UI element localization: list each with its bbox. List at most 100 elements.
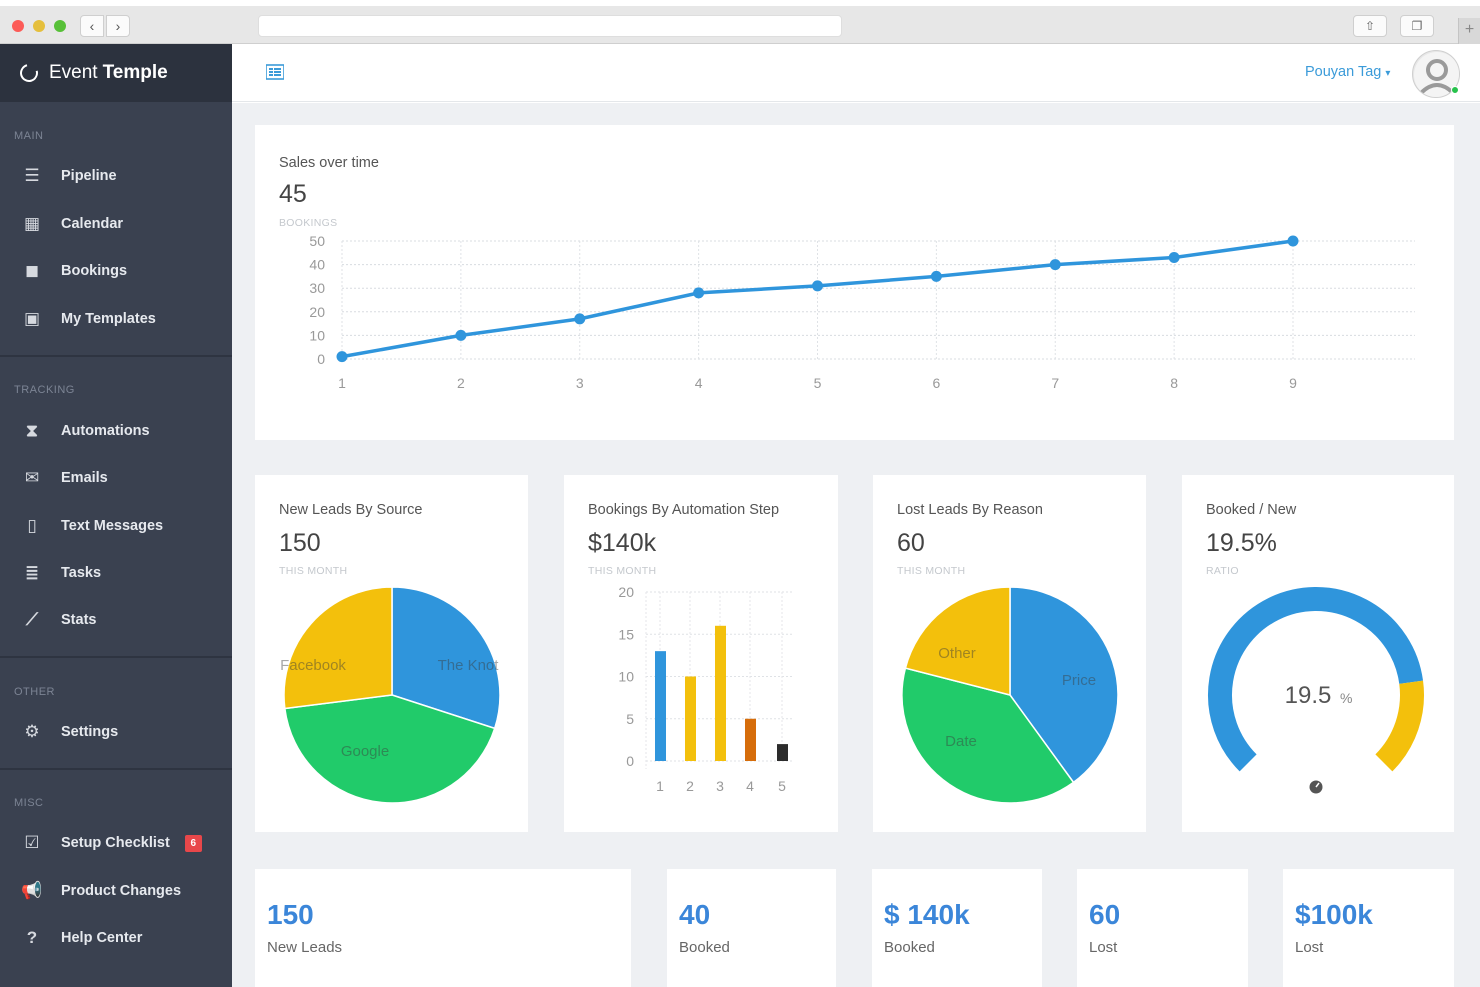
- address-bar[interactable]: [258, 15, 842, 37]
- sidebar-item-settings[interactable]: ⚙ Settings: [0, 711, 232, 753]
- pie-slice: [391, 586, 501, 730]
- count-badge: 6: [184, 834, 202, 852]
- stat-label: New Leads: [267, 939, 343, 956]
- gauge-value-arc: [1375, 680, 1424, 772]
- y-tick-label: 0: [626, 753, 634, 769]
- x-tick-label: 7: [1051, 375, 1059, 391]
- bar: [715, 625, 726, 761]
- back-button[interactable]: ‹: [80, 15, 104, 37]
- lost-leads-by-reason-card: Lost Leads By Reason 60 THIS MONTH Price…: [873, 475, 1146, 832]
- sidebar-item-label: Help Center: [61, 930, 143, 946]
- leads-source-pie-chart: The Knot Google Facebook: [280, 586, 501, 804]
- tabs-button[interactable]: ❐: [1400, 15, 1434, 37]
- megaphone-icon: 📢: [21, 881, 43, 900]
- y-tick-label: 10: [309, 327, 325, 343]
- sidebar-item-text-messages[interactable]: ▯ Text Messages: [0, 505, 232, 547]
- user-menu[interactable]: Pouyan Tag ▾: [1305, 64, 1390, 80]
- pie-label: The Knot: [438, 657, 500, 674]
- x-tick-label: 1: [338, 375, 346, 391]
- zoom-window-button[interactable]: [54, 20, 66, 32]
- sidebar-item-label: Emails: [61, 470, 108, 486]
- envelope-icon: ✉: [24, 468, 40, 487]
- stat-card: $ 140k Booked: [872, 869, 1042, 987]
- sidebar-item-help-center[interactable]: ? Help Center: [0, 917, 232, 959]
- menu-toggle-icon[interactable]: [266, 64, 284, 80]
- sidebar-item-setup-checklist[interactable]: ☑ Setup Checklist 6: [0, 822, 232, 864]
- sidebar-item-label: Text Messages: [61, 518, 164, 534]
- y-tick-label: 30: [309, 280, 325, 296]
- stats-icon: ⟋: [26, 610, 38, 629]
- x-tick-label: 1: [656, 778, 664, 794]
- gauge-label: 19.5: [1285, 682, 1332, 709]
- data-point: [1049, 259, 1061, 271]
- sidebar-item-label: Settings: [61, 724, 119, 740]
- stat-label: Booked: [679, 939, 730, 956]
- gauge-track-arc: [1208, 587, 1424, 772]
- sidebar-item-label: Calendar: [61, 216, 124, 232]
- sidebar-item-label: Tasks: [61, 565, 102, 581]
- close-window-button[interactable]: [12, 20, 24, 32]
- sidebar-item-stats[interactable]: ⟋ Stats: [0, 599, 232, 641]
- bar: [655, 651, 666, 761]
- card-title: Bookings By Automation Step: [588, 502, 780, 518]
- sidebar-item-automations[interactable]: ⧗ Automations: [0, 410, 232, 452]
- data-point: [574, 313, 586, 325]
- card-title: Lost Leads By Reason: [897, 502, 1043, 518]
- minimize-window-button[interactable]: [33, 20, 45, 32]
- y-tick-label: 15: [618, 626, 634, 642]
- window-top-edge: [0, 0, 1480, 6]
- x-tick-label: 4: [695, 375, 703, 391]
- sidebar-section-title: MAIN: [14, 130, 44, 142]
- card-value: 45: [279, 180, 307, 208]
- main-content: Sales over time 45 BOOKINGS 0 10 20 30 40 50 1…: [232, 103, 1480, 987]
- sidebar-item-pipeline[interactable]: ☰ Pipeline: [0, 155, 232, 197]
- checklist-icon: ☑: [24, 833, 40, 852]
- new-tab-button[interactable]: +: [1458, 18, 1480, 44]
- data-point: [455, 329, 467, 341]
- sidebar-item-my-templates[interactable]: ▣ My Templates: [0, 298, 232, 340]
- sidebar-item-product-changes[interactable]: 📢 Product Changes: [0, 870, 232, 912]
- sidebar-section-title: MISC: [14, 797, 44, 809]
- gears-icon: ⚙: [24, 722, 40, 741]
- stat-label: Lost: [1089, 939, 1118, 956]
- plus-icon: +: [1464, 21, 1475, 38]
- sidebar-divider: [0, 656, 232, 658]
- card-value: 150: [279, 529, 321, 557]
- pie-slice: [283, 586, 393, 710]
- y-tick-label: 40: [309, 257, 325, 273]
- y-tick-label: 50: [309, 233, 325, 249]
- forward-button[interactable]: ›: [106, 15, 130, 37]
- card-value: 60: [897, 529, 925, 557]
- sidebar-item-label: Bookings: [61, 263, 128, 279]
- calendar-icon: ▦: [23, 214, 41, 233]
- x-tick-label: 3: [716, 778, 724, 794]
- top-bar: Pouyan Tag ▾: [232, 44, 1480, 102]
- stat-card: 60 Lost: [1077, 869, 1248, 987]
- sidebar-item-emails[interactable]: ✉ Emails: [0, 457, 232, 499]
- card-subtitle: THIS MONTH: [897, 565, 966, 577]
- card-subtitle: BOOKINGS: [279, 217, 338, 229]
- share-button[interactable]: ⇧: [1353, 15, 1387, 37]
- stat-label: Lost: [1295, 939, 1324, 956]
- data-point: [336, 351, 348, 363]
- brand-name-bold: Temple: [102, 62, 168, 83]
- bar: [685, 676, 696, 761]
- stat-label: Booked: [884, 939, 935, 956]
- pie-slice: [284, 694, 496, 804]
- new-leads-by-source-card: New Leads By Source 150 THIS MONTH The K…: [255, 475, 528, 832]
- x-tick-label: 3: [576, 375, 584, 391]
- mobile-icon: ▯: [27, 516, 37, 535]
- sidebar-item-calendar[interactable]: ▦ Calendar: [0, 203, 232, 245]
- data-point: [812, 280, 823, 292]
- sidebar-section-title: TRACKING: [14, 384, 75, 396]
- templates-icon: ▣: [23, 309, 41, 328]
- gauge-unit: %: [1340, 690, 1352, 706]
- card-subtitle: THIS MONTH: [279, 565, 348, 577]
- x-tick-label: 4: [746, 778, 754, 794]
- y-tick-label: 10: [618, 669, 634, 685]
- app-brand[interactable]: Event Temple: [0, 44, 232, 102]
- pie-label: Other: [938, 645, 976, 662]
- card-value: 19.5%: [1206, 529, 1277, 557]
- sidebar-item-tasks[interactable]: ≣ Tasks: [0, 552, 232, 594]
- sidebar-item-bookings[interactable]: ◼ Bookings: [0, 250, 232, 292]
